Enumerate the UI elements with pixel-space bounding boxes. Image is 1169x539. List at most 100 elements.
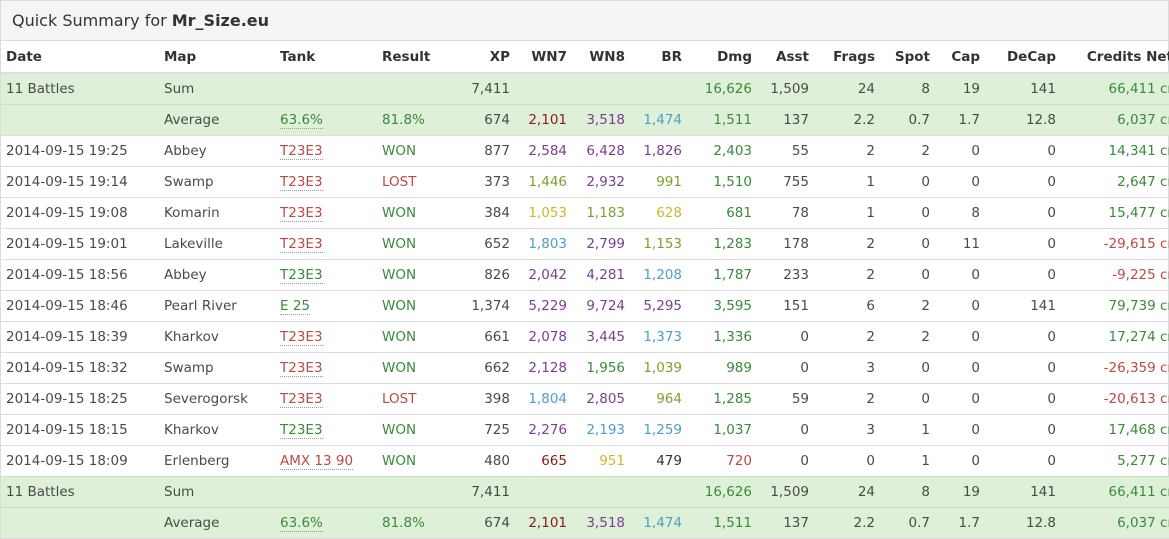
cell-spot: 0 (880, 166, 935, 198)
cell-xp: 7,411 (457, 476, 515, 508)
panel-header: Quick Summary for Mr_Size.eu (1, 1, 1168, 41)
col-map[interactable]: Map (159, 41, 275, 74)
cell-br (630, 476, 687, 508)
cell-br: 628 (630, 197, 687, 229)
col-result[interactable]: Result (377, 41, 457, 74)
cell-wn8: 3,445 (572, 321, 630, 353)
cell-br: 1,474 (630, 507, 687, 538)
cell-frags: 1 (814, 197, 880, 229)
cell-decap: 0 (985, 414, 1061, 446)
cell-spot: 1 (880, 414, 935, 446)
cell-xp: 826 (457, 259, 515, 291)
col-dmg[interactable]: Dmg (687, 41, 757, 74)
cell-date: 2014-09-15 18:15 (1, 414, 159, 446)
cell-wn7: 2,101 (515, 104, 572, 136)
cell-cap: 19 (935, 476, 985, 508)
cell-credits: 2,647 cr (1061, 166, 1169, 198)
cell-credits: 5,277 cr (1061, 445, 1169, 477)
cell-br: 991 (630, 166, 687, 198)
tank-link[interactable]: T23E3 (280, 329, 323, 346)
tank-link[interactable]: T23E3 (280, 143, 323, 160)
cell-br: 5,295 (630, 290, 687, 322)
tank-link[interactable]: T23E3 (280, 174, 323, 191)
cell-cap: 0 (935, 352, 985, 384)
cell-cap: 0 (935, 383, 985, 415)
col-decap[interactable]: DeCap (985, 41, 1061, 74)
tank-link[interactable]: T23E3 (280, 422, 323, 439)
winrate-value[interactable]: 63.6% (280, 112, 323, 129)
cell-xp: 661 (457, 321, 515, 353)
col-xp[interactable]: XP (457, 41, 515, 74)
cell-tank: T23E3 (275, 321, 377, 353)
cell-asst: 1,509 (757, 476, 814, 508)
col-wn7[interactable]: WN7 (515, 41, 572, 74)
col-asst[interactable]: Asst (757, 41, 814, 74)
winrate-value[interactable]: 63.6% (280, 515, 323, 532)
cell-wn8: 2,805 (572, 383, 630, 415)
cell-wn8 (572, 476, 630, 508)
col-frags[interactable]: Frags (814, 41, 880, 74)
cell-date: 2014-09-15 18:46 (1, 290, 159, 322)
battles-table: Date Map Tank Result XP WN7 WN8 BR Dmg A… (1, 41, 1169, 538)
col-cap[interactable]: Cap (935, 41, 985, 74)
cell-asst: 755 (757, 166, 814, 198)
col-spot[interactable]: Spot (880, 41, 935, 74)
cell-date: 2014-09-15 18:32 (1, 352, 159, 384)
cell-dmg: 720 (687, 445, 757, 477)
col-wn8[interactable]: WN8 (572, 41, 630, 74)
cell-date: 2014-09-15 19:14 (1, 166, 159, 198)
cell-tank (275, 476, 377, 508)
cell-frags: 24 (814, 476, 880, 508)
cell-survival: 81.8% (377, 104, 457, 136)
col-credits-net[interactable]: Credits Net (1061, 41, 1169, 74)
battle-row: 2014-09-15 18:09 Erlenberg AMX 13 90 WON… (1, 445, 1169, 477)
cell-frags: 6 (814, 290, 880, 322)
cell-wn8: 1,956 (572, 352, 630, 384)
cell-xp: 725 (457, 414, 515, 446)
cell-br: 1,826 (630, 135, 687, 167)
tank-link[interactable]: T23E3 (280, 267, 323, 284)
cell-credits: 14,341 cr (1061, 135, 1169, 167)
tank-link[interactable]: T23E3 (280, 391, 323, 408)
cell-tank: T23E3 (275, 352, 377, 384)
cell-dmg: 1,511 (687, 507, 757, 538)
cell-asst: 178 (757, 228, 814, 260)
cell-xp: 373 (457, 166, 515, 198)
tank-link[interactable]: E 25 (280, 298, 310, 315)
cell-decap: 12.8 (985, 104, 1061, 136)
cell-wn8: 6,428 (572, 135, 630, 167)
cell-wn8: 2,193 (572, 414, 630, 446)
tank-link[interactable]: T23E3 (280, 236, 323, 253)
tank-link[interactable]: AMX 13 90 (280, 453, 354, 470)
cell-date: 2014-09-15 18:39 (1, 321, 159, 353)
battle-row: 2014-09-15 18:15 Kharkov T23E3 WON 725 2… (1, 414, 1169, 446)
cell-cap: 0 (935, 290, 985, 322)
col-tank[interactable]: Tank (275, 41, 377, 74)
cell-cap: 1.7 (935, 104, 985, 136)
cell-br: 1,208 (630, 259, 687, 291)
col-br[interactable]: BR (630, 41, 687, 74)
cell-decap: 0 (985, 197, 1061, 229)
cell-wn7: 1,053 (515, 197, 572, 229)
cell-map: Kharkov (159, 414, 275, 446)
cell-frags: 2 (814, 228, 880, 260)
tank-link[interactable]: T23E3 (280, 360, 323, 377)
battle-row: 2014-09-15 19:14 Swamp T23E3 LOST 373 1,… (1, 166, 1169, 198)
cell-cap: 11 (935, 228, 985, 260)
tank-link[interactable]: T23E3 (280, 205, 323, 222)
cell-frags: 2 (814, 383, 880, 415)
summary-sum-row: 11 Battles Sum 7,411 16,626 1,509 24 8 1… (1, 72, 1169, 105)
cell-cap: 0 (935, 166, 985, 198)
cell-date: 2014-09-15 19:01 (1, 228, 159, 260)
cell-credits: -26,359 cr (1061, 352, 1169, 384)
col-date[interactable]: Date (1, 41, 159, 74)
cell-cap: 1.7 (935, 507, 985, 538)
cell-map: Severogorsk (159, 383, 275, 415)
cell-result: LOST (377, 383, 457, 415)
cell-frags: 2 (814, 321, 880, 353)
cell-wn8: 9,724 (572, 290, 630, 322)
cell-wn7: 2,128 (515, 352, 572, 384)
player-name[interactable]: Mr_Size.eu (171, 11, 270, 30)
cell-cap: 19 (935, 72, 985, 105)
cell-credits: 6,037 cr (1061, 507, 1169, 538)
